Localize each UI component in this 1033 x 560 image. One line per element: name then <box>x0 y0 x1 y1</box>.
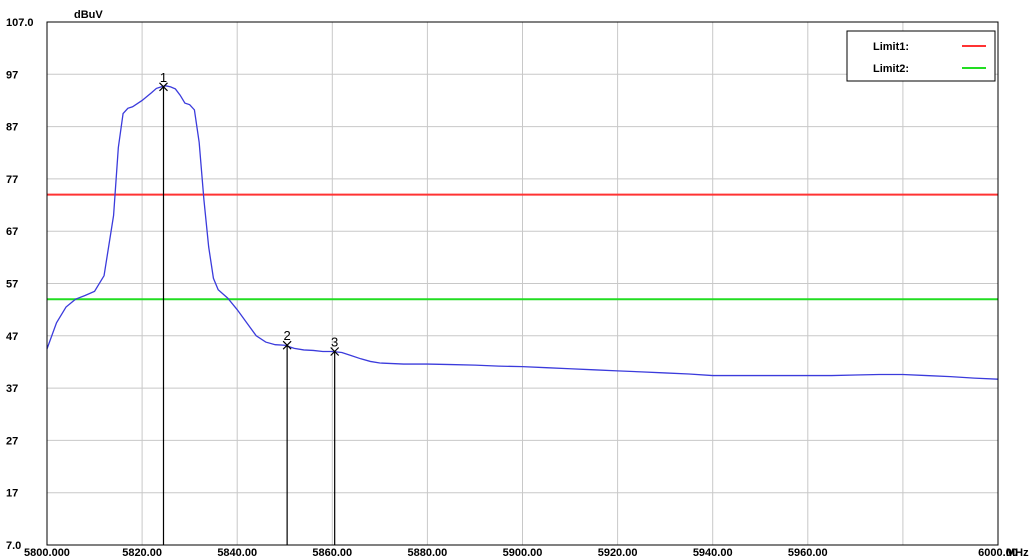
markers: 1 2 3 <box>159 70 340 545</box>
x-tick-labels: 5800.000 5820.00 5840.00 5860.00 5880.00 5900… <box>24 547 1018 559</box>
y-axis-label: dBuV <box>74 9 103 21</box>
y-tick-label: 17 <box>6 488 18 500</box>
x-tick-label: 5920.00 <box>598 547 638 559</box>
x-axis-unit: MHz <box>1006 547 1029 559</box>
x-tick-label: 5840.00 <box>217 547 257 559</box>
y-tick-label: 97 <box>6 69 18 81</box>
y-tick-label: 37 <box>6 383 18 395</box>
x-tick-label: 5960.00 <box>788 547 828 559</box>
y-tick-label: 27 <box>6 435 18 447</box>
marker-label-3: 3 <box>331 334 338 349</box>
x-tick-label: 5860.00 <box>312 547 352 559</box>
plot-frame <box>46 21 999 546</box>
x-tick-label: 5900.00 <box>503 547 543 559</box>
legend-label-1: Limit1: <box>873 41 909 53</box>
y-tick-label: 107.0 <box>6 17 34 29</box>
limit-lines <box>47 193 998 301</box>
legend-box <box>846 30 996 82</box>
x-tick-label: 5820.00 <box>122 547 162 559</box>
y-tick-label: 87 <box>6 122 18 134</box>
x-tick-label: 5880.00 <box>408 547 448 559</box>
legend: Limit1: Limit2: <box>846 30 996 82</box>
y-tick-label: 57 <box>6 279 18 291</box>
y-tick-label: 7.0 <box>6 540 21 552</box>
grid <box>47 22 998 545</box>
marker-cross-2 <box>282 340 292 350</box>
marker-label-1: 1 <box>160 70 167 85</box>
x-tick-label: 5800.000 <box>24 547 70 559</box>
marker-label-2: 2 <box>284 328 291 343</box>
marker-cross-1 <box>159 82 168 92</box>
measurement-trace <box>46 85 999 380</box>
y-tick-labels: 107.0 97 87 77 67 57 47 37 27 17 7.0 <box>6 17 34 552</box>
x-tick-label: 5940.00 <box>693 547 733 559</box>
legend-label-2: Limit2: <box>873 63 909 75</box>
y-tick-label: 67 <box>6 226 18 238</box>
y-tick-label: 47 <box>6 331 18 343</box>
marker-cross-3 <box>330 347 340 356</box>
x-tick-label: 6000.00 <box>978 547 1018 559</box>
y-tick-label: 77 <box>6 174 18 186</box>
